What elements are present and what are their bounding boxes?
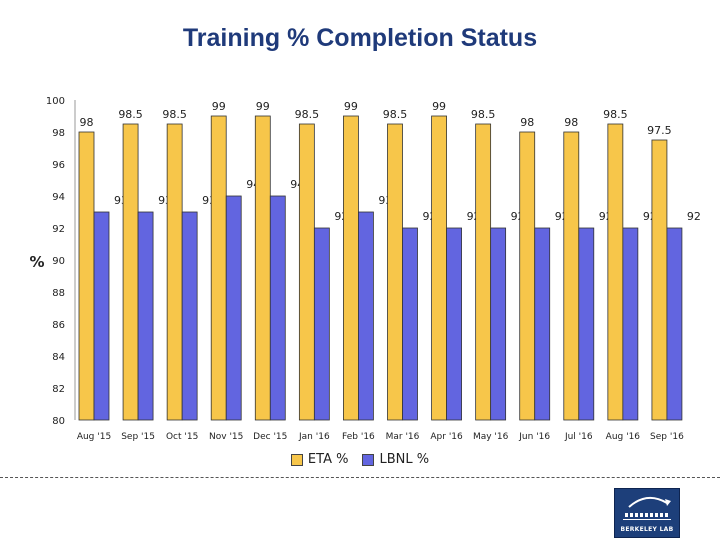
x-tick-label: Oct '15 bbox=[166, 432, 198, 442]
y-tick-label: 84 bbox=[52, 352, 65, 363]
x-tick-label: Aug '15 bbox=[77, 432, 111, 442]
berkeley-lab-logo-icon bbox=[623, 496, 671, 520]
data-label-eta: 97.5 bbox=[647, 124, 672, 137]
y-tick-label: 88 bbox=[52, 288, 65, 299]
bar-lbnl bbox=[137, 211, 154, 421]
bar-eta bbox=[166, 123, 183, 421]
bar-eta bbox=[607, 123, 624, 421]
logo-text: BERKELEY LAB bbox=[620, 526, 674, 533]
x-tick-label: Jun '16 bbox=[518, 432, 550, 442]
data-label-eta: 98.5 bbox=[295, 108, 320, 121]
bar-eta bbox=[78, 131, 95, 421]
bar-lbnl bbox=[490, 227, 507, 421]
bar-eta bbox=[210, 115, 227, 421]
y-tick-label: 96 bbox=[52, 160, 65, 171]
data-label-eta: 99 bbox=[432, 100, 446, 113]
data-label-eta: 99 bbox=[212, 100, 226, 113]
berkeley-lab-logo: BERKELEY LAB bbox=[614, 488, 680, 538]
chart-title: Training % Completion Status bbox=[182, 24, 538, 52]
legend-label-lbnl: LBNL % bbox=[379, 452, 430, 467]
bar-eta bbox=[254, 115, 271, 421]
bar-lbnl bbox=[402, 227, 418, 421]
y-tick-label: 100 bbox=[46, 96, 65, 107]
legend: ETA % LBNL % bbox=[0, 452, 720, 467]
x-tick-label: Sep '15 bbox=[121, 432, 155, 442]
data-label-eta: 99 bbox=[344, 100, 358, 113]
y-tick-label: 80 bbox=[52, 416, 65, 427]
y-tick-label: 90 bbox=[52, 256, 65, 267]
data-label-lbnl: 92 bbox=[687, 210, 701, 223]
bar-eta bbox=[563, 131, 580, 421]
data-label-eta: 98 bbox=[80, 116, 94, 129]
y-tick-label: 92 bbox=[52, 224, 65, 235]
data-label-eta: 98.5 bbox=[603, 108, 628, 121]
bar-eta bbox=[387, 123, 403, 421]
y-tick-label: 98 bbox=[52, 128, 65, 139]
x-tick-label: Dec '15 bbox=[253, 432, 287, 442]
x-tick-label: Aug '16 bbox=[606, 432, 641, 442]
legend-swatch-lbnl bbox=[362, 453, 375, 466]
bar-lbnl bbox=[666, 227, 683, 421]
data-label-eta: 98.5 bbox=[118, 108, 143, 121]
bar-lbnl bbox=[225, 195, 242, 421]
bar-lbnl bbox=[622, 227, 639, 421]
bar-lbnl bbox=[269, 195, 286, 421]
legend-label-eta: ETA % bbox=[307, 452, 349, 467]
data-label-eta: 98.5 bbox=[383, 108, 408, 121]
y-tick-label: 94 bbox=[52, 192, 65, 203]
bar-lbnl bbox=[446, 227, 462, 421]
bar-lbnl bbox=[181, 211, 198, 421]
x-tick-label: Nov '15 bbox=[209, 432, 243, 442]
x-tick-label: May '16 bbox=[473, 432, 509, 442]
x-tick-label: Feb '16 bbox=[342, 432, 375, 442]
bar-lbnl bbox=[578, 227, 595, 421]
x-tick-label: Apr '16 bbox=[430, 432, 463, 442]
bar-eta bbox=[475, 123, 492, 421]
bar-eta bbox=[343, 115, 359, 421]
legend-entry-lbnl: LBNL % bbox=[362, 452, 429, 467]
data-label-eta: 99 bbox=[256, 100, 270, 113]
x-tick-label: Jan '16 bbox=[298, 432, 330, 442]
data-label-eta: 98 bbox=[564, 116, 578, 129]
x-tick-label: Jul '16 bbox=[564, 432, 593, 442]
bar-eta bbox=[298, 123, 315, 421]
bar-eta bbox=[519, 131, 536, 421]
bar-eta bbox=[651, 139, 668, 421]
y-tick-label: 82 bbox=[52, 384, 65, 395]
bar-lbnl bbox=[313, 227, 330, 421]
data-label-eta: 98 bbox=[520, 116, 534, 129]
legend-entry-eta: ETA % bbox=[290, 452, 349, 467]
data-label-eta: 98.5 bbox=[471, 108, 496, 121]
bar-lbnl bbox=[534, 227, 551, 421]
y-axis-title: % bbox=[29, 253, 44, 271]
bar-eta bbox=[122, 123, 139, 421]
data-label-eta: 98.5 bbox=[162, 108, 187, 121]
bar-eta bbox=[431, 115, 447, 421]
bar-lbnl bbox=[358, 211, 374, 421]
footer-divider bbox=[0, 477, 720, 478]
legend-swatch-eta bbox=[290, 453, 303, 466]
x-tick-label: Mar '16 bbox=[386, 432, 420, 442]
bar-lbnl bbox=[93, 211, 110, 421]
y-tick-label: 86 bbox=[52, 320, 65, 331]
x-tick-label: Sep '16 bbox=[650, 432, 684, 442]
